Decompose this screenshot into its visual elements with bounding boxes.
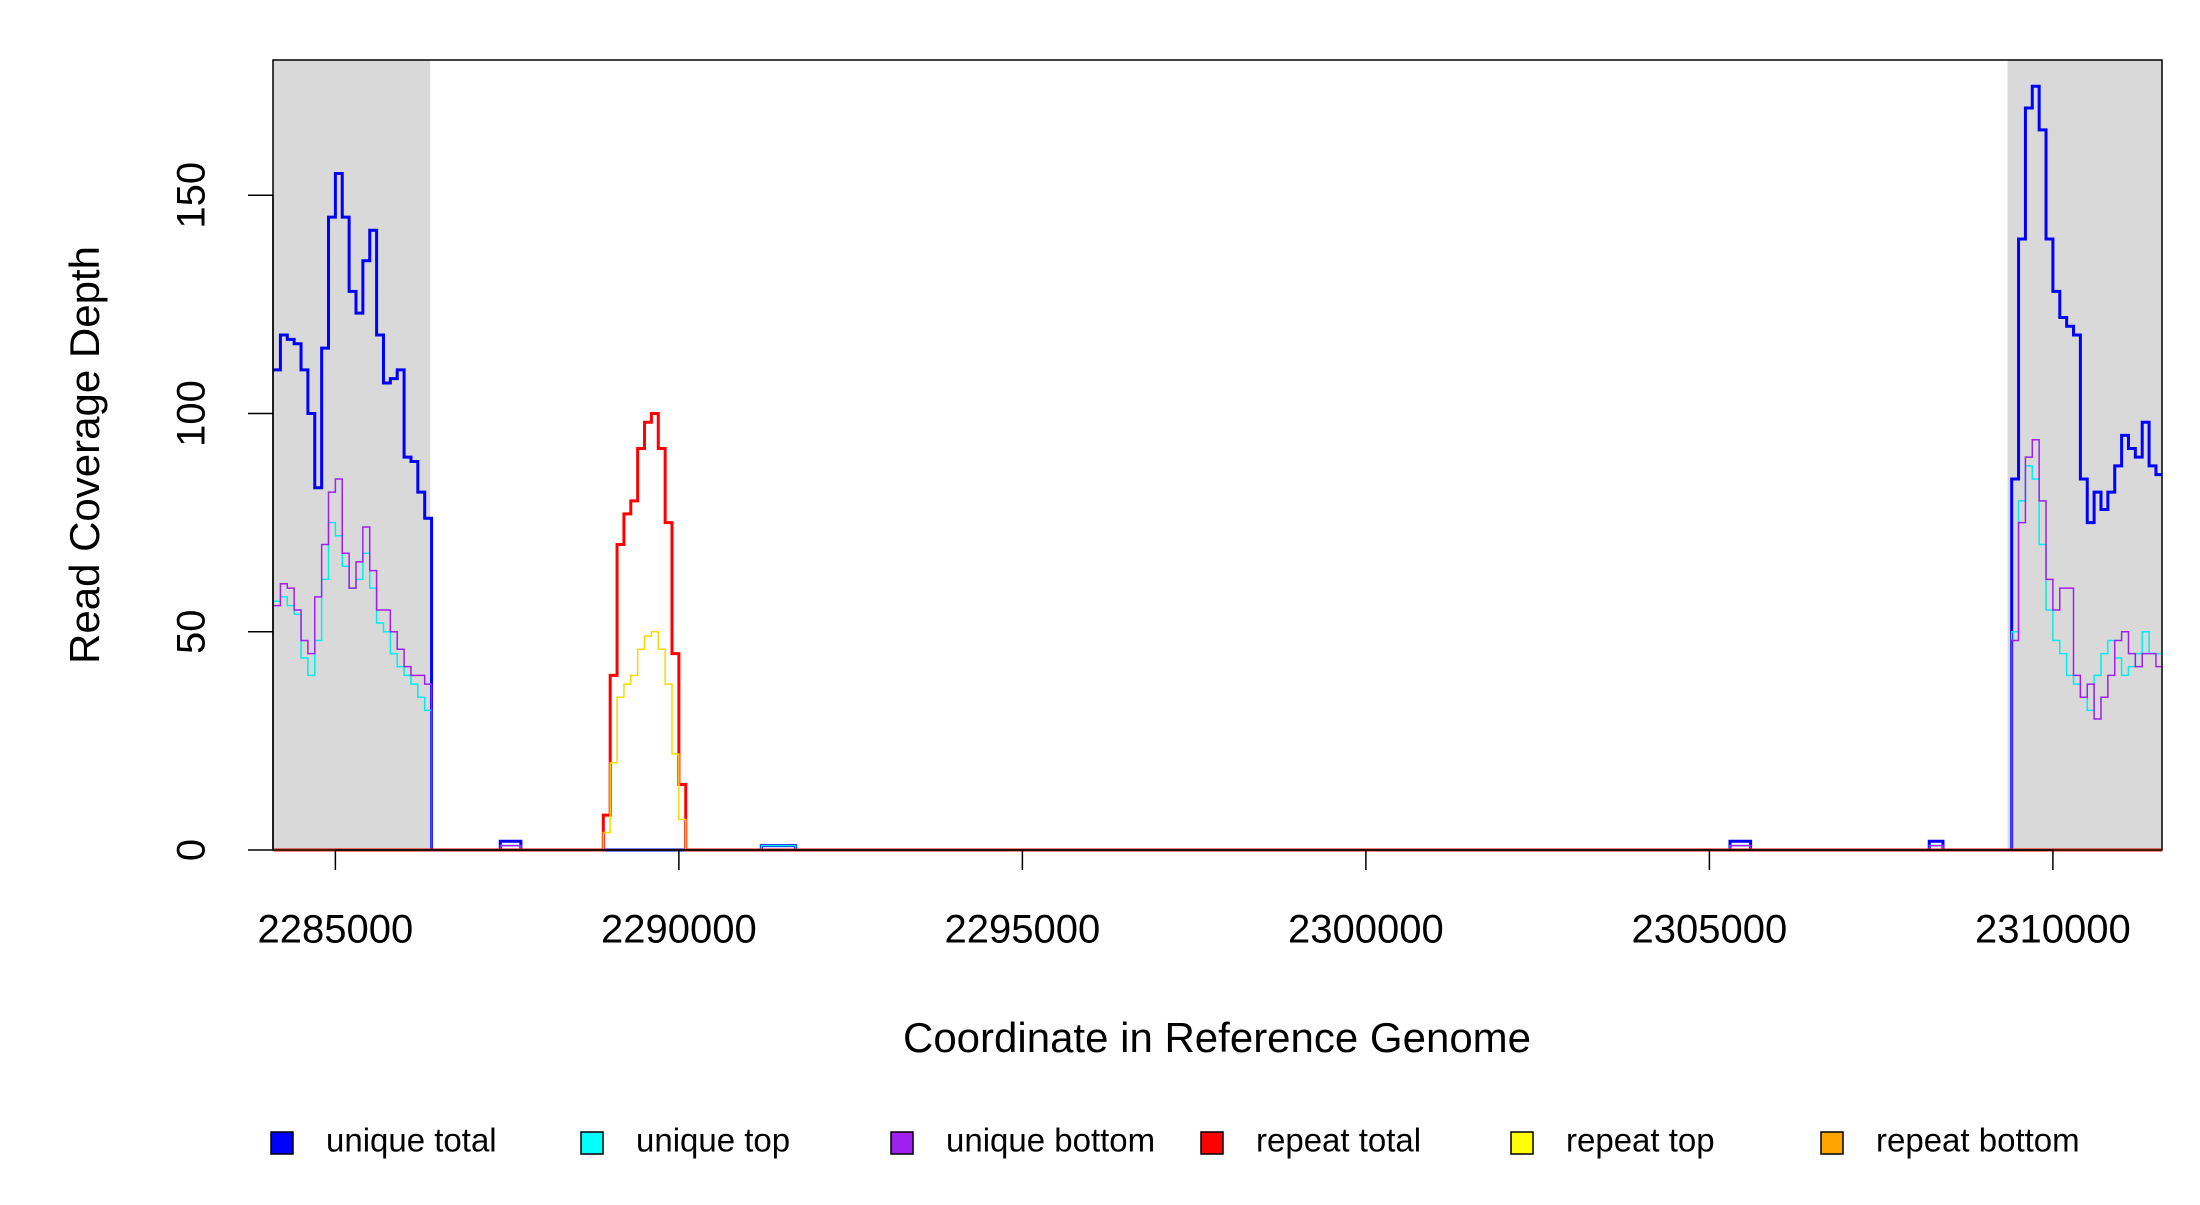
legend-swatch xyxy=(1200,1131,1224,1155)
plot-frame xyxy=(272,59,2163,851)
x-tick-label: 2310000 xyxy=(1975,908,2131,952)
shaded-region xyxy=(2007,60,2162,850)
legend-label: repeat top xyxy=(1566,1122,1715,1159)
legend-label: unique total xyxy=(326,1122,497,1159)
x-tick-label: 2290000 xyxy=(601,908,757,952)
legend-label: unique top xyxy=(636,1122,790,1159)
y-tick-label: 150 xyxy=(170,162,214,229)
y-axis-title: Read Coverage Depth xyxy=(61,246,108,664)
x-axis-title: Coordinate in Reference Genome xyxy=(903,1014,1531,1061)
y-tick-label: 50 xyxy=(170,610,214,655)
x-tick-label: 2295000 xyxy=(945,908,1101,952)
legend: unique total unique top unique bottom repea… xyxy=(270,1122,2080,1159)
legend-label: repeat total xyxy=(1256,1122,1421,1159)
coverage-line xyxy=(273,84,2162,852)
x-tick-label: 2300000 xyxy=(1288,908,1444,952)
coverage-line xyxy=(273,631,2162,851)
y-tick-label: 0 xyxy=(170,839,214,861)
y-tick-label: 100 xyxy=(170,380,214,447)
coverage-line xyxy=(273,438,2162,851)
coverage-line xyxy=(273,412,2162,852)
x-tick-label: 2305000 xyxy=(1632,908,1788,952)
legend-swatch xyxy=(270,1131,294,1155)
coverage-line xyxy=(273,465,2162,851)
legend-swatch xyxy=(1820,1131,1844,1155)
legend-swatch xyxy=(580,1131,604,1155)
legend-swatch xyxy=(1510,1131,1534,1155)
legend-label: repeat bottom xyxy=(1876,1122,2080,1159)
shaded-region xyxy=(273,60,431,850)
legend-swatch xyxy=(890,1131,914,1155)
legend-label: unique bottom xyxy=(946,1122,1155,1159)
x-tick-label: 2285000 xyxy=(258,908,414,952)
